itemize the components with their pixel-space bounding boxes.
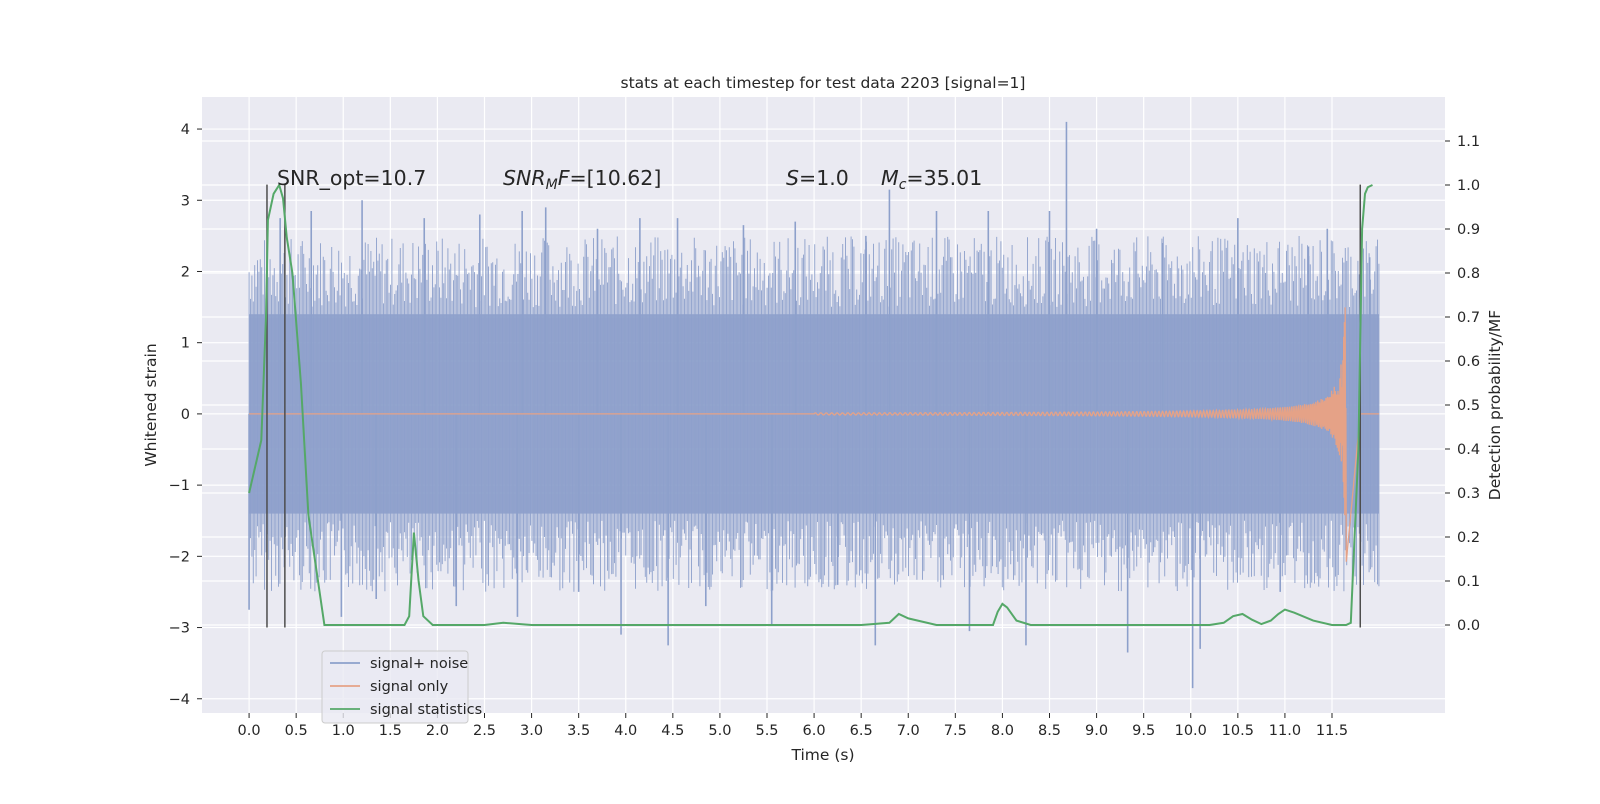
signal-statistics-line — [248, 182, 1373, 626]
y-tick-label: −4 — [169, 692, 190, 708]
y-tick-label: −1 — [169, 478, 190, 494]
legend: signal+ noise signal only signal statist… — [321, 650, 482, 724]
y-right-tick-label: 0.1 — [1457, 574, 1480, 590]
x-tick-label: 11.5 — [1316, 723, 1348, 739]
annotation-mc: Mc=35.01 — [881, 166, 982, 193]
x-tick-label: 6.5 — [850, 723, 873, 739]
y-axis-label: Whitened strain — [142, 343, 160, 466]
y-right-tick-label: 0.5 — [1457, 398, 1480, 414]
legend-label-signal-only: signal only — [370, 679, 449, 695]
y-right-tick-label: 0.6 — [1457, 354, 1480, 370]
legend-label-signal-statistics: signal statistics — [370, 702, 482, 718]
y-right-tick-label: 1.1 — [1457, 134, 1480, 150]
x-tick-label: 11.0 — [1269, 723, 1301, 739]
x-axis-label: Time (s) — [790, 746, 854, 764]
y-right-tick-label: 0.4 — [1457, 442, 1480, 458]
x-tick-label: 1.5 — [379, 723, 402, 739]
x-tick-label: 0.5 — [285, 723, 308, 739]
x-tick-label: 9.0 — [1085, 723, 1108, 739]
x-tick-label: 8.0 — [991, 723, 1014, 739]
x-tick-label: 5.0 — [708, 723, 731, 739]
y-tick-label: −2 — [169, 549, 190, 565]
y-right-tick-label: 0.8 — [1457, 266, 1480, 282]
x-tick-label: 1.0 — [332, 723, 355, 739]
chart-title: stats at each timestep for test data 220… — [621, 74, 1026, 92]
annotation-s: S=1.0 — [786, 166, 849, 190]
annotation-snr-mf: SNRMF=[10.62] — [503, 166, 661, 193]
x-tick-label: 8.5 — [1038, 723, 1061, 739]
y-tick-label: 4 — [181, 122, 190, 138]
legend-box — [321, 650, 469, 724]
legend-label-signal-noise: signal+ noise — [370, 656, 468, 672]
x-tick-label: 9.5 — [1132, 723, 1155, 739]
y-right-tick-label: 0.3 — [1457, 486, 1480, 502]
x-tick-label: 4.0 — [614, 723, 637, 739]
signal-only-trace — [249, 307, 1380, 562]
y-tick-label: 2 — [181, 264, 190, 280]
tick-labels: 0.0 0.5 1.0 1.5 2.0 2.5 3.0 3.5 4.0 4.5 5.0 5.5 6.0 6… — [169, 122, 1480, 739]
y-right-tick-label: 0.0 — [1457, 618, 1480, 634]
x-tick-label: 6.0 — [803, 723, 826, 739]
y-right-tick-label: 0.7 — [1457, 310, 1480, 326]
y-axis-right-label: Detection probability/MF — [1486, 310, 1504, 501]
x-tick-label: 2.5 — [473, 723, 496, 739]
x-tick-label: 4.5 — [661, 723, 684, 739]
x-tick-label: 2.0 — [426, 723, 449, 739]
x-tick-label: 7.5 — [944, 723, 967, 739]
y-tick-label: −3 — [169, 621, 190, 637]
x-tick-label: 3.0 — [520, 723, 543, 739]
y-right-tick-label: 0.2 — [1457, 530, 1480, 546]
y-tick-label: 1 — [181, 336, 190, 352]
y-tick-label: 0 — [181, 407, 190, 423]
annotation-snr-opt: SNR_opt=10.7 — [277, 166, 426, 191]
signal-only-series — [249, 307, 1380, 562]
x-tick-label: 7.0 — [897, 723, 920, 739]
signal-statistics-series — [248, 182, 1373, 626]
y-tick-label: 3 — [181, 193, 190, 209]
x-tick-label: 10.5 — [1222, 723, 1254, 739]
x-tick-label: 3.5 — [567, 723, 590, 739]
x-tick-label: 5.5 — [755, 723, 778, 739]
y-right-tick-label: 0.9 — [1457, 222, 1480, 238]
x-tick-label: 0.0 — [238, 723, 261, 739]
y-right-tick-label: 1.0 — [1457, 178, 1480, 194]
x-tick-label: 10.0 — [1175, 723, 1207, 739]
